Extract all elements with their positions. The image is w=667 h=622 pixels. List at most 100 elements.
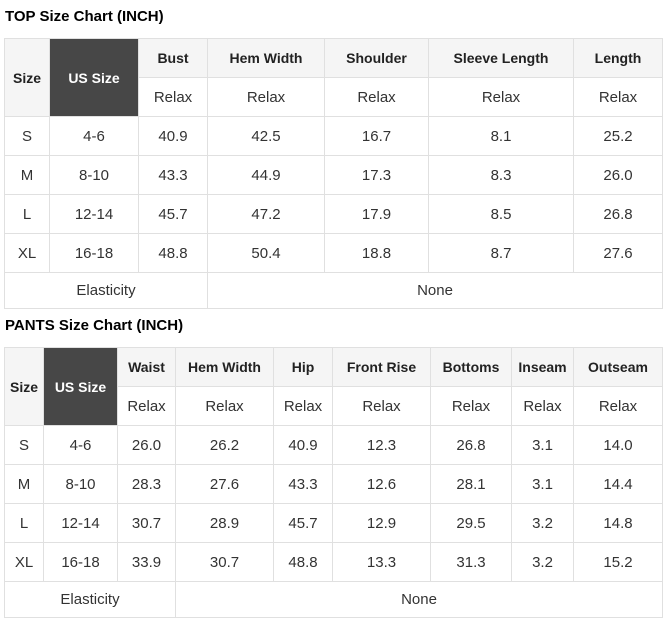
table-row-m: M 8-10 43.3 44.9 17.3 8.3 26.0: [4, 155, 663, 195]
size-cell: S: [4, 116, 50, 156]
top-chart-title: TOP Size Chart (INCH): [5, 8, 164, 25]
relax-cell: Relax: [511, 386, 574, 426]
size-cell: XL: [4, 542, 44, 582]
value-cell: 48.8: [138, 233, 208, 273]
value-cell: 26.8: [430, 425, 512, 465]
value-cell: 50.4: [207, 233, 325, 273]
column-header-sleeve-length: Sleeve Length: [428, 38, 574, 78]
value-cell: 27.6: [175, 464, 274, 504]
us-size-column-header: US Size: [43, 347, 118, 426]
value-cell: 14.0: [573, 425, 663, 465]
value-cell: 47.2: [207, 194, 325, 234]
value-cell: 3.1: [511, 425, 574, 465]
size-cell: XL: [4, 233, 50, 273]
us-size-cell: 8-10: [43, 464, 118, 504]
table-row-xl: XL 16-18 48.8 50.4 18.8 8.7 27.6: [4, 233, 663, 273]
column-header-waist: Waist: [117, 347, 176, 387]
relax-cell: Relax: [324, 77, 429, 117]
value-cell: 26.8: [573, 194, 663, 234]
relax-cell: Relax: [332, 386, 431, 426]
value-cell: 30.7: [175, 542, 274, 582]
value-cell: 12.9: [332, 503, 431, 543]
value-cell: 18.8: [324, 233, 429, 273]
size-cell: S: [4, 425, 44, 465]
pants-size-chart-table: Size US Size Waist Hem Width Hip Front R…: [4, 347, 663, 618]
column-header-bottoms: Bottoms: [430, 347, 512, 387]
relax-cell: Relax: [573, 386, 663, 426]
relax-cell: Relax: [428, 77, 574, 117]
value-cell: 45.7: [138, 194, 208, 234]
relax-cell: Relax: [207, 77, 325, 117]
size-cell: M: [4, 155, 50, 195]
relax-cell: Relax: [138, 77, 208, 117]
value-cell: 30.7: [117, 503, 176, 543]
column-header-bust: Bust: [138, 38, 208, 78]
size-cell: M: [4, 464, 44, 504]
value-cell: 8.5: [428, 194, 574, 234]
table-row-l: L 12-14 45.7 47.2 17.9 8.5 26.8: [4, 194, 663, 234]
value-cell: 40.9: [138, 116, 208, 156]
value-cell: 3.1: [511, 464, 574, 504]
relax-row: Relax Relax Relax Relax Relax: [5, 77, 663, 117]
table-row-s: S 4-6 26.0 26.2 40.9 12.3 26.8 3.1 14.0: [4, 425, 663, 465]
value-cell: 43.3: [273, 464, 333, 504]
column-header-outseam: Outseam: [573, 347, 663, 387]
size-cell: L: [4, 194, 50, 234]
value-cell: 12.3: [332, 425, 431, 465]
elasticity-label-cell: Elasticity: [4, 272, 208, 309]
relax-cell: Relax: [117, 386, 176, 426]
value-cell: 42.5: [207, 116, 325, 156]
relax-cell: Relax: [573, 77, 663, 117]
value-cell: 45.7: [273, 503, 333, 543]
value-cell: 15.2: [573, 542, 663, 582]
value-cell: 28.9: [175, 503, 274, 543]
value-cell: 16.7: [324, 116, 429, 156]
value-cell: 14.4: [573, 464, 663, 504]
value-cell: 8.1: [428, 116, 574, 156]
value-cell: 13.3: [332, 542, 431, 582]
elasticity-value-cell: None: [207, 272, 663, 309]
elasticity-value-cell: None: [175, 581, 663, 618]
us-size-cell: 4-6: [43, 425, 118, 465]
relax-cell: Relax: [430, 386, 512, 426]
size-column-header: Size: [4, 347, 44, 426]
value-cell: 28.1: [430, 464, 512, 504]
table-row-s: S 4-6 40.9 42.5 16.7 8.1 25.2: [4, 116, 663, 156]
value-cell: 25.2: [573, 116, 663, 156]
us-size-cell: 4-6: [49, 116, 139, 156]
table-row-l: L 12-14 30.7 28.9 45.7 12.9 29.5 3.2 14.…: [4, 503, 663, 543]
us-size-cell: 8-10: [49, 155, 139, 195]
column-header-hip: Hip: [273, 347, 333, 387]
value-cell: 31.3: [430, 542, 512, 582]
column-header-hem-width: Hem Width: [175, 347, 274, 387]
value-cell: 17.3: [324, 155, 429, 195]
value-cell: 14.8: [573, 503, 663, 543]
column-header-length: Length: [573, 38, 663, 78]
size-cell: L: [4, 503, 44, 543]
value-cell: 44.9: [207, 155, 325, 195]
value-cell: 8.7: [428, 233, 574, 273]
column-header-hem-width: Hem Width: [207, 38, 325, 78]
value-cell: 3.2: [511, 503, 574, 543]
header-row: Size US Size Waist Hem Width Hip Front R…: [4, 347, 663, 426]
us-size-cell: 16-18: [49, 233, 139, 273]
size-column-header: Size: [4, 38, 50, 117]
value-cell: 29.5: [430, 503, 512, 543]
value-cell: 27.6: [573, 233, 663, 273]
pants-chart-title: PANTS Size Chart (INCH): [5, 317, 184, 334]
value-cell: 12.6: [332, 464, 431, 504]
elasticity-row: Elasticity None: [4, 581, 663, 618]
value-cell: 33.9: [117, 542, 176, 582]
value-cell: 43.3: [138, 155, 208, 195]
value-cell: 48.8: [273, 542, 333, 582]
relax-row: Relax Relax Relax Relax Relax Relax Rela…: [5, 386, 663, 426]
header-row: Size US Size Bust Hem Width Shoulder Sle…: [4, 38, 663, 117]
value-cell: 26.0: [117, 425, 176, 465]
value-cell: 8.3: [428, 155, 574, 195]
table-row-m: M 8-10 28.3 27.6 43.3 12.6 28.1 3.1 14.4: [4, 464, 663, 504]
column-header-shoulder: Shoulder: [324, 38, 429, 78]
us-size-cell: 16-18: [43, 542, 118, 582]
elasticity-label-cell: Elasticity: [4, 581, 176, 618]
value-cell: 28.3: [117, 464, 176, 504]
relax-cell: Relax: [273, 386, 333, 426]
